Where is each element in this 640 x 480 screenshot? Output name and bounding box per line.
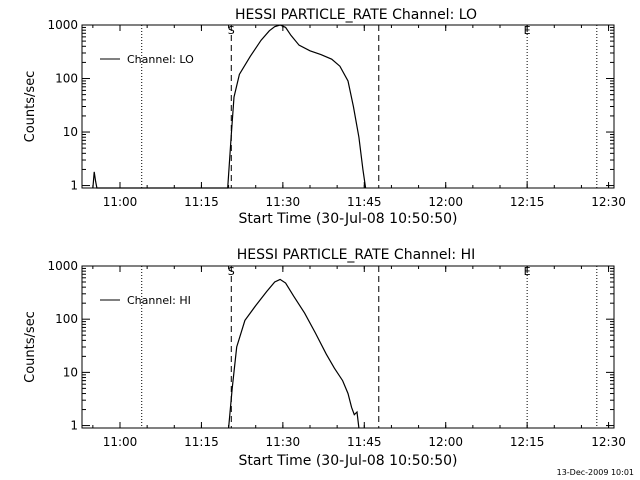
chart-title: HESSI PARTICLE_RATE Channel: LO <box>235 7 477 23</box>
x-tick-label: 11:15 <box>184 195 219 209</box>
x-tick-label: 12:30 <box>591 195 626 209</box>
x-tick-label: 12:15 <box>510 435 545 449</box>
chart-title: HESSI PARTICLE_RATE Channel: HI <box>237 247 475 263</box>
marker-label: E <box>524 265 531 278</box>
x-tick-label: 11:45 <box>347 435 382 449</box>
x-tick-label: 11:30 <box>266 435 301 449</box>
x-axis-label: Start Time (30-Jul-08 10:50:50) <box>238 453 457 469</box>
marker-label: E <box>524 24 531 37</box>
x-tick-label: 11:30 <box>266 195 301 209</box>
x-axis-label: Start Time (30-Jul-08 10:50:50) <box>238 211 457 227</box>
y-axis-label: Counts/sec <box>23 311 38 383</box>
series-line <box>228 278 360 429</box>
y-axis-label: Counts/sec <box>23 71 38 143</box>
y-tick-label: 1 <box>70 419 78 433</box>
legend-label: Channel: LO <box>127 53 194 66</box>
legend-label: Channel: HI <box>127 294 191 307</box>
y-tick-label: 10 <box>63 365 78 379</box>
marker-label: S <box>228 265 235 278</box>
x-tick-label: 11:15 <box>184 435 219 449</box>
plot-frame <box>81 265 615 429</box>
y-tick-label: 100 <box>55 312 78 326</box>
y-tick-label: 1000 <box>47 18 78 32</box>
y-tick-label: 1000 <box>47 259 78 273</box>
x-tick-label: 11:00 <box>103 195 138 209</box>
marker-label: S <box>228 24 235 37</box>
x-tick-label: 11:00 <box>103 435 138 449</box>
y-tick-label: 10 <box>63 125 78 139</box>
y-tick-label: 100 <box>55 72 78 86</box>
x-tick-label: 11:45 <box>347 195 382 209</box>
series-line <box>92 24 367 189</box>
x-tick-label: 12:30 <box>591 435 626 449</box>
y-tick-label: 1 <box>70 179 78 193</box>
x-tick-label: 12:15 <box>510 195 545 209</box>
plot-frame <box>81 24 615 189</box>
x-tick-label: 12:00 <box>428 195 463 209</box>
footer-timestamp: 13-Dec-2009 10:01 <box>556 468 634 477</box>
x-tick-label: 12:00 <box>428 435 463 449</box>
